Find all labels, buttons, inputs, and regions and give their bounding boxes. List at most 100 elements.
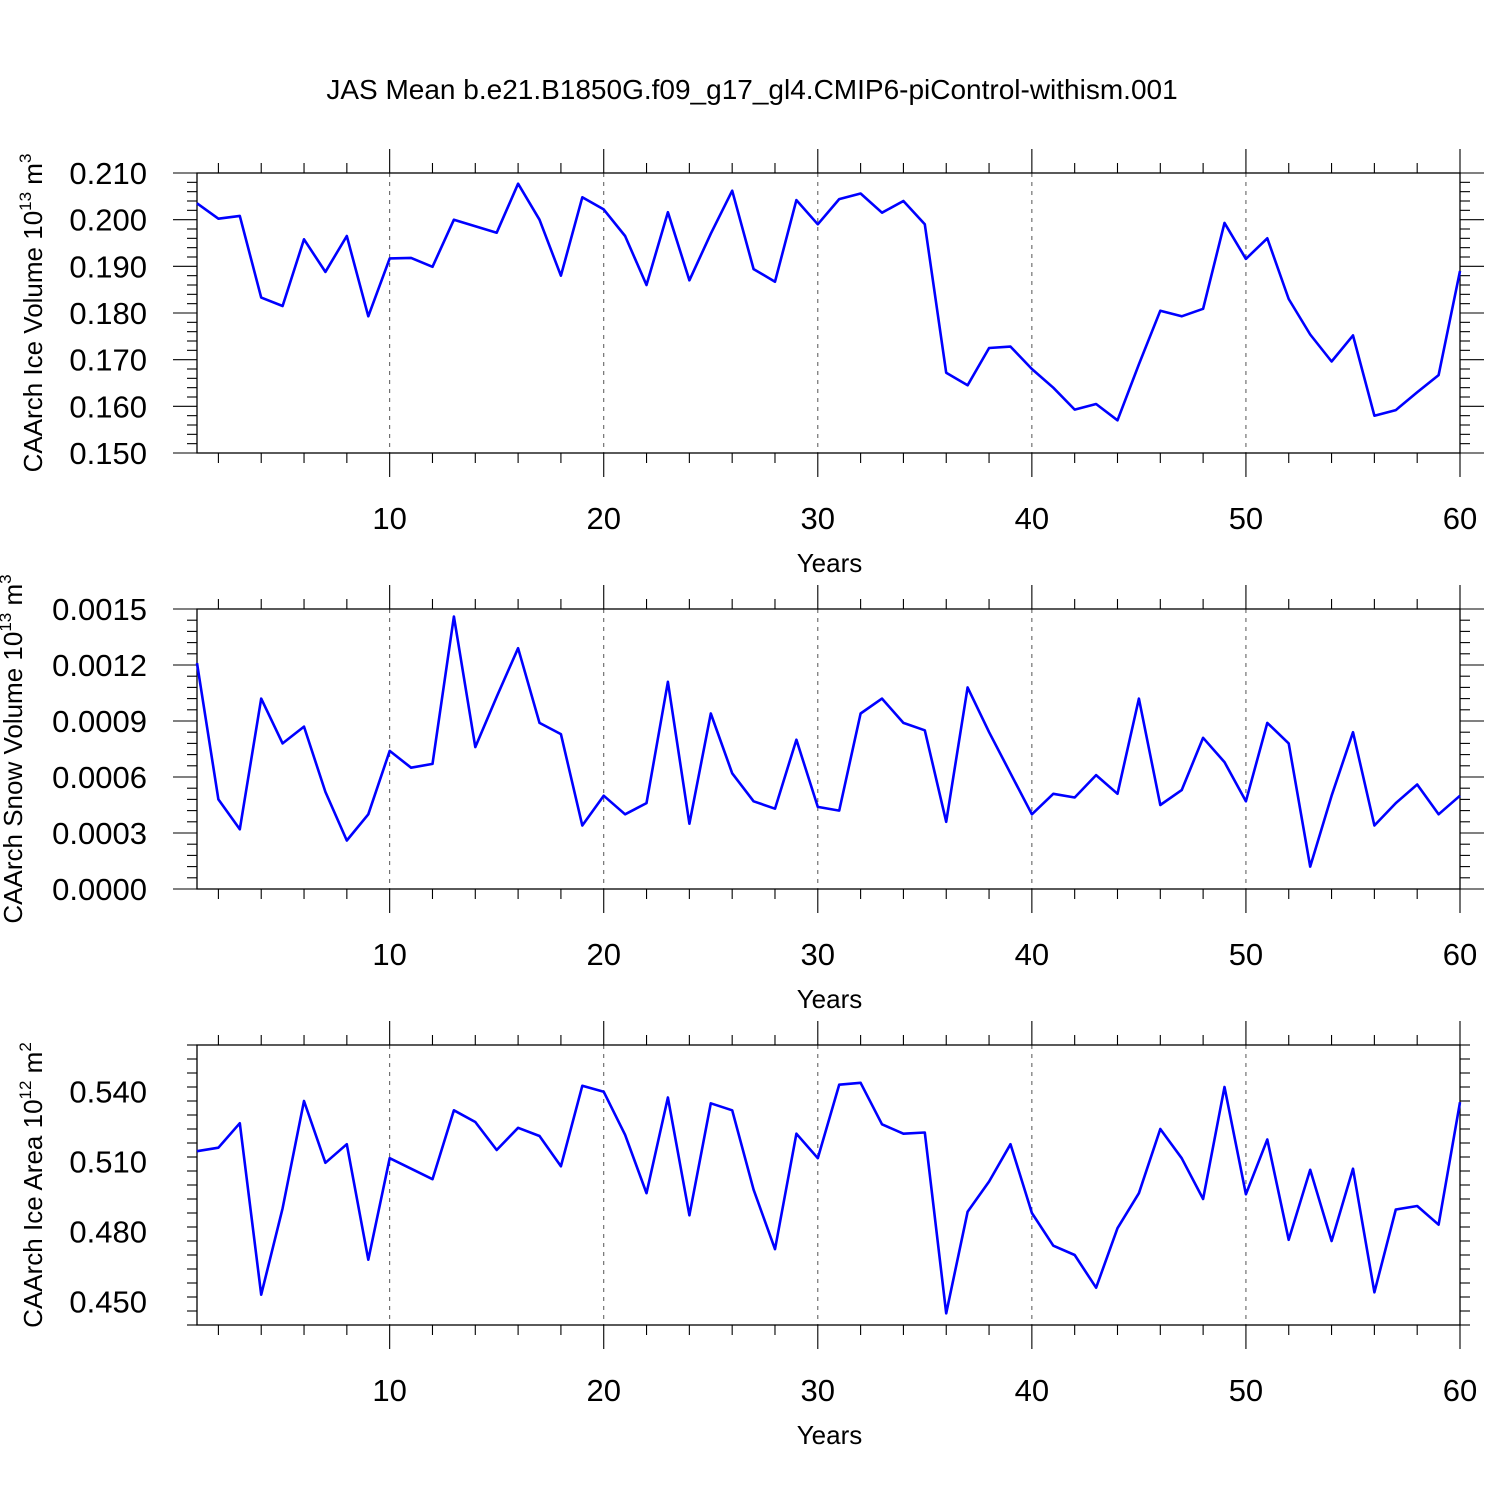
x-tick-label: 20: [586, 501, 620, 536]
x-tick-label: 20: [586, 937, 620, 972]
data-point: [1395, 802, 1397, 804]
data-point: [752, 268, 754, 270]
data-point: [1095, 1286, 1097, 1288]
data-point: [581, 196, 583, 198]
data-point: [1095, 403, 1097, 405]
data-point: [538, 218, 540, 220]
data-point: [1245, 800, 1247, 802]
plot-frame: [196, 1044, 1461, 1326]
data-point: [196, 1150, 198, 1152]
data-point: [239, 828, 241, 830]
x-tick-label: 40: [1015, 937, 1049, 972]
data-point: [217, 1146, 219, 1148]
y-tick-label: 0.450: [69, 1285, 147, 1320]
data-point: [1459, 1101, 1461, 1103]
data-point: [1437, 374, 1439, 376]
data-point: [1266, 1138, 1268, 1140]
data-point: [1009, 345, 1011, 347]
data-point: [1202, 308, 1204, 310]
data-point: [924, 729, 926, 731]
data-point: [1459, 270, 1461, 272]
y-tick-label: 0.190: [69, 249, 147, 284]
data-point: [795, 199, 797, 201]
data-point: [1245, 1193, 1247, 1195]
data-point: [1288, 742, 1290, 744]
data-point: [346, 235, 348, 237]
y-axis-label-exponent: 13: [0, 613, 15, 632]
data-point: [1352, 731, 1354, 733]
data-point: [774, 1248, 776, 1250]
data-point: [1437, 813, 1439, 815]
data-point: [1009, 772, 1011, 774]
panel-ice-area: 10 20 30 40 50 60 0.450 0.480 0.510 0.540 Years CAA…: [16, 1021, 1477, 1450]
data-point: [1330, 794, 1332, 796]
data-point: [988, 731, 990, 733]
data-point: [817, 806, 819, 808]
data-point: [431, 763, 433, 765]
data-point: [281, 305, 283, 307]
data-point: [603, 208, 605, 210]
data-point: [1181, 789, 1183, 791]
plot-frame: [196, 608, 1461, 890]
data-point: [1373, 824, 1375, 826]
x-tick-label: 20: [586, 1373, 620, 1408]
data-point: [1073, 1254, 1075, 1256]
series-line-ice-volume: [196, 182, 1462, 422]
series-line-ice-area: [196, 1081, 1462, 1315]
data-point: [645, 802, 647, 804]
data-point: [752, 800, 754, 802]
data-point: [667, 681, 669, 683]
y-tick-label: 0.180: [69, 296, 147, 331]
data-point: [560, 733, 562, 735]
data-point: [388, 257, 390, 259]
data-point: [838, 1083, 840, 1085]
data-point: [1330, 360, 1332, 362]
y-axis-label-exponent: 13: [16, 192, 35, 211]
data-point: [1138, 1192, 1140, 1194]
y-axis-label: CAArch Snow Volume 1013 m3: [0, 574, 28, 923]
data-point: [560, 274, 562, 276]
data-point: [1095, 774, 1097, 776]
data-point: [1116, 793, 1118, 795]
data-point: [881, 1123, 883, 1125]
data-point: [859, 712, 861, 714]
data-point: [624, 235, 626, 237]
data-point: [388, 750, 390, 752]
data-point: [966, 384, 968, 386]
data-point: [1352, 334, 1354, 336]
data-point: [324, 271, 326, 273]
data-point: [367, 813, 369, 815]
data-point: [902, 200, 904, 202]
data-point: [517, 1127, 519, 1129]
x-tick-label: 60: [1443, 937, 1477, 972]
y-tick-label: 0.0015: [52, 592, 147, 627]
x-tick-label: 40: [1015, 501, 1049, 536]
y-axis-label-main: CAArch Snow Volume 10: [0, 632, 28, 924]
data-point: [881, 211, 883, 213]
data-point: [431, 1178, 433, 1180]
y-tick-label: 0.210: [69, 156, 147, 191]
data-point: [688, 279, 690, 281]
data-point: [324, 791, 326, 793]
data-point: [196, 662, 198, 664]
x-tick-label: 30: [801, 937, 835, 972]
data-point: [1416, 391, 1418, 393]
data-point: [1330, 1240, 1332, 1242]
y-axis-label: CAArch Ice Area 1012 m2: [16, 1042, 48, 1328]
data-point: [1181, 1157, 1183, 1159]
data-point: [1202, 1198, 1204, 1200]
data-point: [1073, 796, 1075, 798]
data-point: [966, 686, 968, 688]
y-tick-label: 0.480: [69, 1215, 147, 1250]
data-point: [1309, 865, 1311, 867]
data-point: [1052, 1244, 1054, 1246]
chart-title: JAS Mean b.e21.B1850G.f09_g17_gl4.CMIP6-…: [326, 74, 1177, 105]
data-point: [538, 722, 540, 724]
data-point: [731, 1109, 733, 1111]
data-point: [667, 1096, 669, 1098]
data-point: [1116, 419, 1118, 421]
data-point: [367, 315, 369, 317]
x-tick-label: 10: [372, 1373, 406, 1408]
data-point: [1373, 414, 1375, 416]
x-tick-label: 60: [1443, 501, 1477, 536]
